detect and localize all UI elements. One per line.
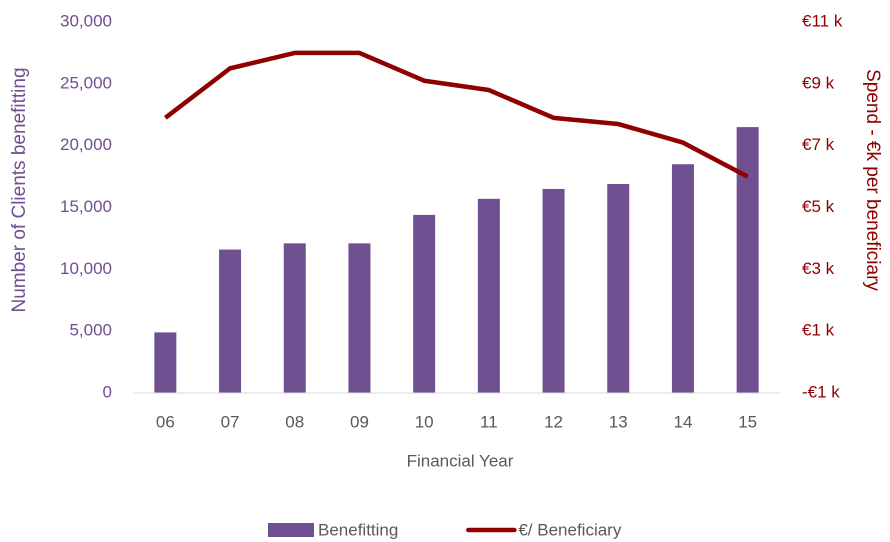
- y-tick-label: 30,000: [60, 11, 112, 30]
- x-tick-label: 06: [156, 412, 175, 431]
- y-tick-label: 10,000: [60, 259, 112, 278]
- x-tick-label: 09: [350, 412, 369, 431]
- y-tick-label: 15,000: [60, 197, 112, 216]
- legend-label: €/ Beneficiary: [518, 520, 621, 539]
- y-axis-title: Number of Clients benefitting: [9, 67, 30, 312]
- x-tick-label: 14: [673, 412, 692, 431]
- bar: [348, 243, 371, 393]
- x-tick-label: 11: [480, 412, 498, 431]
- y2-tick-label: €5 k: [802, 197, 835, 216]
- y2-tick-label: €9 k: [802, 73, 835, 92]
- bar: [219, 249, 242, 393]
- y2-tick-label: €1 k: [802, 321, 835, 340]
- x-tick-label: 07: [221, 412, 240, 431]
- bar: [736, 127, 759, 393]
- bar: [607, 184, 630, 393]
- y-tick-label: 20,000: [60, 135, 112, 154]
- y2-tick-label: €11 k: [802, 11, 843, 30]
- x-tick-label: 12: [544, 412, 563, 431]
- y2-tick-label: €7 k: [802, 135, 835, 154]
- y-tick-label: 0: [103, 382, 112, 401]
- bar: [671, 164, 694, 393]
- bar: [154, 332, 177, 393]
- bar: [413, 214, 436, 393]
- y-tick-label: 5,000: [69, 321, 112, 340]
- bar: [477, 198, 500, 393]
- legend-swatch: [268, 523, 314, 537]
- line: [163, 50, 749, 179]
- legend-label: Benefitting: [318, 520, 398, 539]
- x-tick-label: 15: [738, 412, 757, 431]
- y-tick-label: 25,000: [60, 73, 112, 92]
- y2-axis-title: Spend - €k per beneficiary: [862, 69, 883, 291]
- bar: [283, 243, 306, 393]
- y2-tick-label: €3 k: [802, 259, 835, 278]
- x-axis-title: Financial Year: [407, 451, 514, 470]
- bar: [542, 188, 565, 393]
- x-tick-label: 10: [415, 412, 434, 431]
- x-tick-label: 08: [285, 412, 304, 431]
- y2-tick-label: -€1 k: [802, 382, 840, 401]
- x-tick-label: 13: [609, 412, 628, 431]
